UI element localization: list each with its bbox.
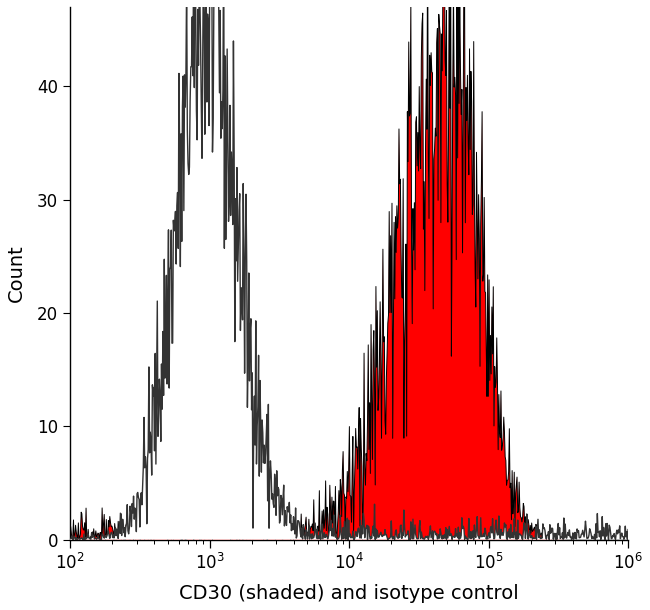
X-axis label: CD30 (shaded) and isotype control: CD30 (shaded) and isotype control bbox=[179, 584, 519, 603]
Y-axis label: Count: Count bbox=[7, 245, 26, 302]
